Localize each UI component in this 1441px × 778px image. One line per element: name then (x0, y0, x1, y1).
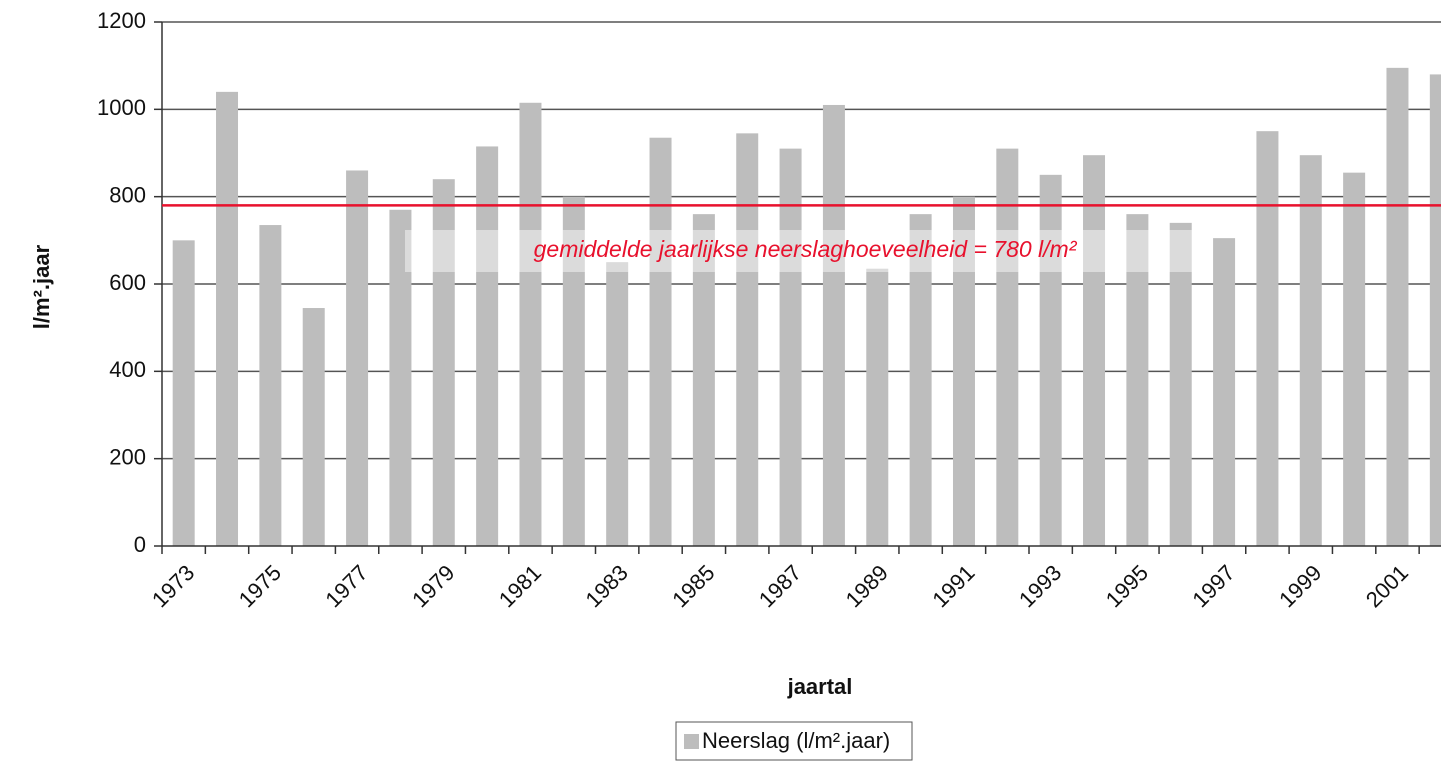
bar (519, 102, 542, 547)
annotation-background (405, 230, 1205, 272)
bar (562, 196, 585, 546)
x-tick-label: 1983 (581, 560, 633, 612)
bar (1213, 238, 1236, 546)
bar (606, 262, 629, 546)
bar (996, 148, 1019, 546)
bar (216, 91, 239, 546)
y-tick-label: 1200 (97, 8, 146, 33)
x-tick-label: 1973 (147, 560, 199, 612)
bar (172, 240, 195, 547)
bar (1299, 155, 1322, 546)
x-tick-label: 1989 (841, 560, 893, 612)
bar (779, 148, 802, 546)
x-tick-label: 1995 (1101, 560, 1153, 612)
y-tick-label: 200 (109, 444, 146, 469)
bar (1126, 214, 1149, 546)
x-tick-label: 1991 (927, 560, 979, 612)
x-tick-label: 1979 (407, 560, 459, 612)
bar (1039, 174, 1062, 547)
x-tick-label: 1977 (320, 560, 372, 612)
x-tick-label: 1999 (1274, 560, 1326, 612)
bar (389, 209, 412, 546)
x-tick-label: 2001 (1361, 560, 1413, 612)
bar (1256, 131, 1279, 546)
reference-label: gemiddelde jaarlijkse neerslaghoeveelhei… (534, 236, 1078, 262)
bar (1429, 74, 1441, 547)
y-axis-title: l/m².jaar (29, 244, 54, 329)
bar (1386, 67, 1409, 546)
x-axis-title: jaartal (787, 674, 853, 699)
bar (1083, 155, 1106, 546)
y-tick-label: 800 (109, 182, 146, 207)
legend-swatch (684, 734, 699, 749)
bar (736, 133, 759, 546)
y-tick-label: 400 (109, 357, 146, 382)
x-tick-label: 1985 (667, 560, 719, 612)
bar (952, 196, 975, 546)
legend-box (675, 721, 913, 761)
bar (476, 146, 499, 546)
bar (692, 214, 715, 546)
x-tick-label: 1981 (494, 560, 546, 612)
x-tick-label: 1993 (1014, 560, 1066, 612)
bar (432, 179, 455, 546)
y-tick-label: 1000 (97, 95, 146, 120)
x-tick-label: 1987 (754, 560, 806, 612)
bar (909, 214, 932, 546)
legend-label: Neerslag (l/m².jaar) (702, 728, 890, 753)
bar (822, 104, 845, 546)
x-tick-label: 1975 (234, 560, 286, 612)
bar (1343, 172, 1366, 546)
bar (1169, 222, 1192, 546)
x-tick-label: 1997 (1187, 560, 1239, 612)
bar (649, 137, 672, 546)
bar (302, 308, 325, 546)
bar (259, 225, 282, 547)
y-tick-label: 600 (109, 270, 146, 295)
bar (346, 170, 369, 546)
y-tick-label: 0 (134, 532, 146, 557)
bar (866, 268, 889, 546)
